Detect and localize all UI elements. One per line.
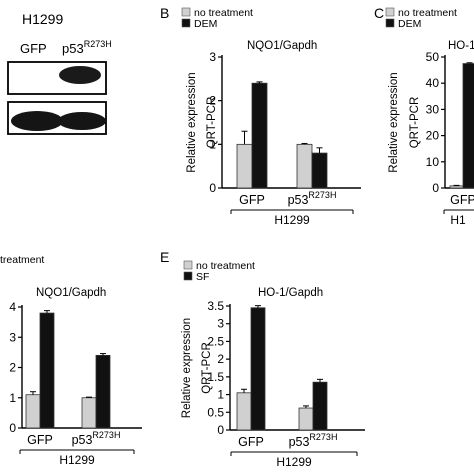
legend-swatch-0 xyxy=(385,7,395,17)
y-tick-label-5: 2.5 xyxy=(207,334,224,348)
blot-band-top-p53 xyxy=(59,66,101,84)
y-tick-label-2: 20 xyxy=(426,129,440,143)
legend-label-0: no treatment xyxy=(194,7,253,19)
bar-no-treatment-1 xyxy=(296,143,313,189)
x-tick-label-0: GFP xyxy=(238,435,264,449)
y-tick-label-2: 2 xyxy=(9,361,16,375)
legend-label-1: SF xyxy=(196,271,209,283)
y-tick-label-0: 0 xyxy=(432,181,439,195)
y-tick-label-6: 3 xyxy=(217,317,224,331)
y-axis-label-unit: QRT-PCR xyxy=(201,342,213,394)
legend-label-0: treatment xyxy=(0,254,44,266)
y-tick-label-0: 0 xyxy=(9,421,16,435)
bar-no-treatment-1 xyxy=(81,397,97,429)
legend-swatch-1 xyxy=(181,18,191,28)
x-tick-label-1: p53R273H xyxy=(72,430,121,447)
y-tick-label-1: 10 xyxy=(426,155,440,169)
y-tick-label-3: 3 xyxy=(9,330,16,344)
y-axis-label: Relative expression xyxy=(186,72,198,172)
y-tick-label-2: 1 xyxy=(217,388,224,402)
y-tick-label-5: 50 xyxy=(426,50,440,64)
y-tick-label-2: 2 xyxy=(209,94,216,108)
legend-label-0: no treatment xyxy=(398,7,457,19)
x-tick-label-1: p53R273H xyxy=(288,190,337,207)
panel-letter-c: C xyxy=(374,5,384,21)
y-tick-label-3: 3 xyxy=(209,50,216,64)
y-tick-label-3: 1.5 xyxy=(207,370,224,384)
blot-lane-label-p53: p53R273H xyxy=(62,39,112,56)
blot-band-bottom-p53 xyxy=(58,112,106,130)
group-label: H1 xyxy=(450,213,466,227)
y-axis-label: Relative expression xyxy=(181,318,193,418)
panel-letter-b: B xyxy=(160,5,169,21)
x-tick-label-0: GFP xyxy=(239,193,265,207)
chart-title: HO-1/Gapdh xyxy=(258,287,323,299)
x-tick-label-0: GFP xyxy=(450,193,474,207)
blot-cell-line: H1299 xyxy=(22,11,63,27)
y-tick-label-4: 2 xyxy=(217,352,224,366)
y-tick-label-0: 0 xyxy=(209,181,216,195)
legend-label-0: no treatment xyxy=(196,260,255,272)
bar-SF-0 xyxy=(39,312,55,429)
y-tick-label-4: 40 xyxy=(426,76,440,90)
bar-DEM-1 xyxy=(311,152,328,189)
legend-label-1: DEM xyxy=(398,18,421,30)
group-label: H1299 xyxy=(276,455,312,469)
blot-panel: H1299 GFP p53R273H xyxy=(7,11,112,135)
y-axis-label-unit: QRT-PCR xyxy=(409,97,421,149)
y-axis-label-unit: QRT-PCR xyxy=(206,97,218,149)
bar-no-treatment-0 xyxy=(449,185,464,189)
chart-panel-d: treatment NQO1/Gapdh 0 1 2 3 4 GFP p53R273H H1299 xyxy=(0,254,142,467)
bar-SF-1 xyxy=(95,354,111,429)
y-tick-label-1: 1 xyxy=(9,391,16,405)
bar-no-treatment-0 xyxy=(25,394,41,429)
y-tick-label-4: 4 xyxy=(9,300,16,314)
legend-swatch-1 xyxy=(385,18,395,28)
legend-swatch-0 xyxy=(183,260,193,270)
y-tick-label-0: 0 xyxy=(217,423,224,437)
legend-swatch-0 xyxy=(181,7,191,17)
bar-no-treatment-0 xyxy=(236,392,252,431)
blot-band-bottom-gfp xyxy=(11,111,63,131)
bar-SF-1 xyxy=(312,381,328,431)
chart-title: NQO1/Gapdh xyxy=(36,287,106,299)
panel-letter-e: E xyxy=(160,249,169,265)
x-tick-label-1: p53R273H xyxy=(289,432,338,449)
bar-no-treatment-1 xyxy=(298,407,314,431)
blot-lane-label-gfp: GFP xyxy=(20,41,47,56)
y-axis-label: Relative expression xyxy=(388,72,400,172)
group-label: H1299 xyxy=(59,453,95,467)
bar-DEM-0 xyxy=(462,63,474,189)
bar-DEM-0 xyxy=(251,82,268,189)
legend-label-1: DEM xyxy=(194,18,217,30)
legend-swatch-1 xyxy=(183,271,193,281)
chart-title: HO-1 xyxy=(448,40,474,52)
y-tick-label-1: 0.5 xyxy=(207,405,224,419)
group-label: H1299 xyxy=(274,213,310,227)
y-tick-label-7: 3.5 xyxy=(207,299,224,313)
x-tick-label-0: GFP xyxy=(27,433,53,447)
bar-SF-0 xyxy=(250,307,266,431)
y-tick-label-1: 1 xyxy=(209,137,216,151)
y-tick-label-3: 30 xyxy=(426,102,440,116)
bar-no-treatment-0 xyxy=(236,143,253,189)
chart-title: NQO1/Gapdh xyxy=(247,40,317,52)
